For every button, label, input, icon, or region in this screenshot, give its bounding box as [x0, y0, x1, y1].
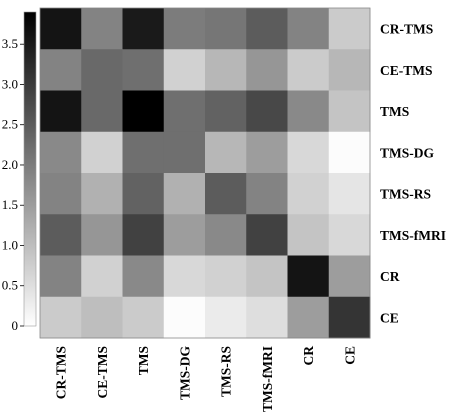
heatmap-cell	[40, 8, 82, 50]
heatmap-cell	[328, 296, 371, 339]
heatmap-cell	[122, 296, 165, 339]
row-label: CR	[380, 269, 400, 284]
heatmap-cell	[81, 8, 123, 50]
heatmap-cell	[81, 173, 123, 215]
heatmap-cell	[246, 296, 288, 339]
column-label: CE-TMS	[95, 346, 110, 399]
column-label: TMS-fMRI	[260, 346, 275, 412]
heatmap-cell	[328, 90, 371, 133]
colorbar-tick-label: 1.5	[2, 197, 18, 212]
heatmap-cell	[246, 131, 288, 174]
heatmap-cell	[122, 131, 165, 174]
heatmap-cell	[246, 255, 288, 298]
heatmap-cell	[246, 173, 288, 215]
heatmap-cell	[205, 131, 247, 174]
colorbar	[23, 11, 37, 327]
heatmap-cell	[328, 255, 371, 298]
heatmap-cell	[163, 296, 206, 339]
column-label: TMS-DG	[177, 346, 192, 400]
column-labels: CR-TMS CE-TMS TMS TMS-DG TMS-RS TMS-fMRI CR CE	[54, 346, 358, 412]
heatmap-cell	[287, 90, 330, 133]
colorbar-ticks: 0 0.5 1.0 1.5 2.0 2.5 3.0 3.5	[2, 36, 24, 333]
heatmap-frame	[39, 7, 371, 339]
heatmap-cell	[287, 296, 330, 339]
row-label: CE	[380, 310, 399, 325]
heatmap-cell	[328, 8, 371, 50]
heatmap-cell	[163, 131, 206, 174]
heatmap-cell	[328, 49, 371, 91]
heatmap-cell	[40, 255, 82, 298]
heatmap-cell	[246, 49, 288, 91]
heatmap-cells	[40, 8, 371, 339]
heatmap-cell	[205, 8, 247, 50]
heatmap-cell	[163, 255, 206, 298]
heatmap-cell	[163, 90, 206, 133]
heatmap-cell	[205, 90, 247, 133]
column-label: TMS-RS	[219, 346, 234, 397]
heatmap-cell	[205, 173, 247, 215]
column-label: CR	[301, 346, 316, 366]
row-labels: CR-TMS CE-TMS TMS TMS-DG TMS-RS TMS-fMRI CR CE	[380, 22, 446, 326]
colorbar-tick-label: 3.5	[2, 36, 18, 51]
heatmap-cell	[163, 173, 206, 215]
colorbar-tick-label: 2.5	[2, 117, 18, 132]
heatmap-cell	[287, 214, 330, 256]
heatmap-cell	[40, 131, 82, 174]
column-label: TMS	[136, 346, 151, 375]
heatmap-cell	[122, 90, 165, 133]
heatmap-cell	[163, 49, 206, 91]
heatmap-cell	[40, 49, 82, 91]
colorbar-tick-label: 0	[12, 318, 19, 333]
row-label: TMS-fMRI	[380, 228, 446, 243]
row-label: CE-TMS	[380, 63, 433, 78]
heatmap-cell	[122, 173, 165, 215]
heatmap-cell	[205, 214, 247, 256]
heatmap-cell	[40, 173, 82, 215]
row-label: TMS-DG	[380, 145, 434, 160]
column-label: CR-TMS	[54, 346, 69, 399]
heatmap-cell	[81, 49, 123, 91]
heatmap-cell	[328, 173, 371, 215]
row-label: TMS	[380, 104, 409, 119]
heatmap-cell	[205, 255, 247, 298]
heatmap-cell	[122, 49, 165, 91]
heatmap-cell	[287, 8, 330, 50]
heatmap-cell	[287, 173, 330, 215]
heatmap-cell	[328, 214, 371, 256]
heatmap-cell	[122, 255, 165, 298]
heatmap-cell	[287, 131, 330, 174]
colorbar-tick-label: 0.5	[2, 278, 18, 293]
row-label: CR-TMS	[380, 22, 433, 37]
heatmap-cell	[246, 90, 288, 133]
heatmap-cell	[287, 255, 330, 298]
heatmap-cell	[81, 90, 123, 133]
heatmap-cell	[246, 214, 288, 256]
heatmap-cell	[40, 90, 82, 133]
heatmap-cell	[81, 296, 123, 339]
colorbar-tick-label: 2.0	[2, 157, 18, 172]
colorbar-tick-label: 1.0	[2, 237, 18, 252]
heatmap-cell	[246, 8, 288, 50]
heatmap-cell	[40, 296, 82, 339]
heatmap-cell	[163, 214, 206, 256]
heatmap-cell	[328, 131, 371, 174]
heatmap-cell	[287, 49, 330, 91]
column-label: CE	[342, 346, 357, 365]
heatmap-cell	[163, 8, 206, 50]
row-label: TMS-RS	[380, 187, 431, 202]
heatmap-cell	[81, 255, 123, 298]
heatmap-cell	[205, 49, 247, 91]
heatmap-cell	[122, 214, 165, 256]
heatmap-cell	[205, 296, 247, 339]
heatmap-cell	[40, 214, 82, 256]
heatmap-cell	[81, 214, 123, 256]
heatmap-cell	[122, 8, 165, 50]
colorbar-tick-label: 3.0	[2, 76, 18, 91]
heatmap-cell	[81, 131, 123, 174]
